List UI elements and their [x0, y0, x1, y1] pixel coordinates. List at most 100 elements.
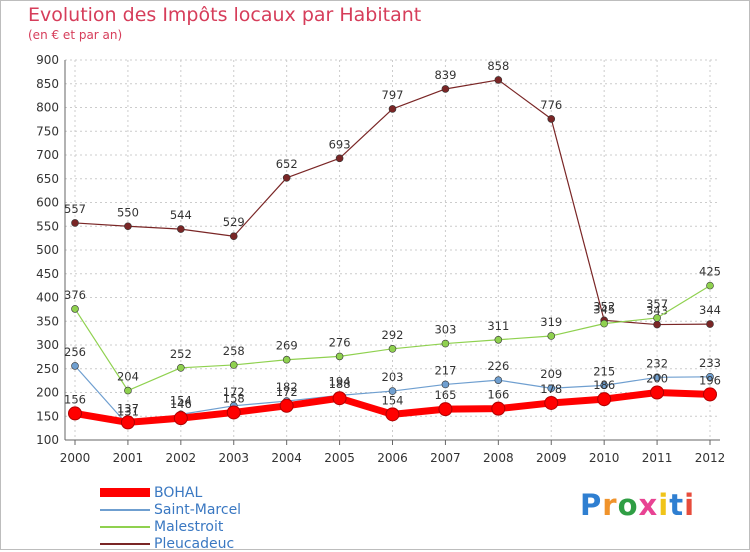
data-label-saint-marcel-2012: 233 — [699, 356, 721, 370]
data-label-malestroit-2005: 276 — [329, 335, 351, 349]
y-tick-label-700: 700 — [36, 148, 59, 162]
data-label-bohal-2007: 165 — [434, 388, 456, 402]
x-tick-label-2003: 2003 — [218, 451, 249, 465]
point-bohal-2011 — [650, 385, 665, 400]
data-label-bohal-2004: 172 — [276, 385, 298, 399]
y-tick-label-300: 300 — [36, 338, 59, 352]
point-saint-marcel-2008 — [494, 376, 503, 384]
legend-label-bohal: BOHAL — [154, 484, 203, 501]
data-label-malestroit-2001: 204 — [117, 370, 139, 384]
x-tick-label-2009: 2009 — [536, 451, 567, 465]
data-label-saint-marcel-2005: 194 — [329, 374, 351, 388]
data-label-pleucadeuc-2005: 693 — [329, 137, 351, 151]
data-label-pleucadeuc-2010: 352 — [593, 299, 615, 313]
x-tick-label-2008: 2008 — [483, 451, 514, 465]
point-bohal-2002 — [173, 411, 188, 426]
point-saint-marcel-2009 — [547, 384, 556, 393]
y-tick-label-750: 750 — [36, 124, 59, 138]
data-label-bohal-2000: 156 — [64, 392, 86, 406]
point-malestroit-2005 — [335, 352, 344, 361]
x-tick-label-2006: 2006 — [377, 451, 408, 465]
data-label-saint-marcel-2004: 182 — [276, 380, 298, 394]
data-label-pleucadeuc-2001: 550 — [117, 205, 139, 219]
logo-letter: i — [684, 488, 696, 522]
logo-letter: i — [658, 488, 670, 522]
point-pleucadeuc-2000 — [71, 219, 79, 227]
logo-letter: P — [580, 488, 603, 522]
point-bohal-2005 — [332, 391, 347, 406]
y-tick-label-350: 350 — [36, 314, 59, 328]
data-label-pleucadeuc-2009: 776 — [540, 98, 562, 112]
logo-letter: r — [602, 488, 618, 522]
x-tick-label-2001: 2001 — [113, 451, 144, 465]
point-malestroit-2006 — [388, 344, 397, 353]
y-tick-label-900: 900 — [36, 53, 59, 67]
legend-item-bohal: BOHAL — [100, 484, 241, 501]
data-label-malestroit-2012: 425 — [699, 265, 721, 279]
data-label-malestroit-2008: 311 — [487, 319, 509, 333]
x-tick-label-2004: 2004 — [271, 451, 302, 465]
point-malestroit-2002 — [177, 363, 185, 372]
legend-label-pleucadeuc: Pleucadeuc — [154, 535, 235, 552]
point-bohal-2006 — [385, 407, 400, 422]
data-label-pleucadeuc-2012: 344 — [699, 303, 721, 317]
data-label-bohal-2001: 137 — [117, 401, 139, 415]
point-pleucadeuc-2001 — [124, 222, 132, 231]
point-malestroit-2000 — [71, 305, 79, 313]
point-pleucadeuc-2005 — [335, 154, 344, 163]
y-tick-label-450: 450 — [36, 267, 59, 281]
data-label-malestroit-2002: 252 — [170, 347, 192, 361]
point-saint-marcel-2010 — [600, 381, 608, 390]
point-saint-marcel-2012 — [706, 373, 714, 381]
point-pleucadeuc-2012 — [706, 320, 714, 328]
data-label-pleucadeuc-2008: 858 — [487, 59, 509, 73]
point-pleucadeuc-2004 — [282, 174, 291, 182]
data-label-bohal-2009: 178 — [540, 382, 562, 396]
data-label-pleucadeuc-2002: 544 — [170, 208, 192, 222]
point-bohal-2004 — [279, 398, 294, 413]
proxiti-logo: Proxiti — [580, 488, 695, 522]
data-label-saint-marcel-2007: 217 — [434, 363, 456, 377]
legend-label-saint-marcel: Saint-Marcel — [154, 501, 242, 518]
data-label-malestroit-2000: 376 — [64, 288, 86, 302]
y-tick-label-150: 150 — [36, 409, 59, 423]
logo-letter: x — [638, 488, 659, 522]
data-label-bohal-2005: 188 — [329, 377, 351, 391]
data-label-pleucadeuc-2004: 652 — [276, 157, 298, 171]
point-bohal-2003 — [226, 405, 241, 420]
data-label-saint-marcel-2011: 232 — [646, 356, 668, 370]
y-tick-label-550: 550 — [36, 219, 59, 233]
data-label-bohal-2008: 166 — [487, 388, 509, 402]
point-pleucadeuc-2003 — [229, 232, 238, 241]
data-label-bohal-2010: 186 — [593, 378, 615, 392]
data-label-malestroit-2004: 269 — [276, 339, 298, 353]
y-tick-label-800: 800 — [36, 101, 59, 115]
point-pleucadeuc-2008 — [494, 76, 503, 84]
legend-item-saint-marcel: Saint-Marcel — [100, 501, 241, 518]
point-bohal-2010 — [597, 392, 612, 407]
legend-swatch-malestroit — [100, 525, 150, 528]
data-label-malestroit-2007: 303 — [434, 323, 456, 337]
x-tick-label-2010: 2010 — [589, 451, 620, 465]
data-label-bohal-2012: 196 — [699, 373, 721, 387]
legend-item-malestroit: Malestroit — [100, 518, 241, 535]
data-label-bohal-2006: 154 — [382, 393, 404, 407]
y-tick-label-850: 850 — [36, 77, 59, 91]
legend-item-pleucadeuc: Pleucadeuc — [100, 535, 241, 552]
point-pleucadeuc-2009 — [547, 115, 556, 123]
y-tick-label-250: 250 — [36, 362, 59, 376]
point-bohal-2008 — [491, 401, 506, 416]
data-label-saint-marcel-2010: 215 — [593, 364, 615, 378]
x-tick-label-2007: 2007 — [430, 451, 461, 465]
data-label-malestroit-2010: 345 — [593, 303, 615, 317]
point-pleucadeuc-2007 — [441, 85, 450, 93]
point-pleucadeuc-2011 — [653, 320, 661, 329]
point-bohal-2007 — [438, 402, 453, 417]
point-malestroit-2008 — [494, 335, 503, 344]
data-label-malestroit-2011: 357 — [646, 297, 668, 311]
legend-swatch-pleucadeuc — [100, 542, 150, 545]
logo-letter: o — [617, 488, 639, 522]
logo-letter: t — [669, 488, 685, 522]
point-saint-marcel-2000 — [71, 362, 79, 370]
data-label-saint-marcel-2002: 154 — [170, 393, 192, 407]
